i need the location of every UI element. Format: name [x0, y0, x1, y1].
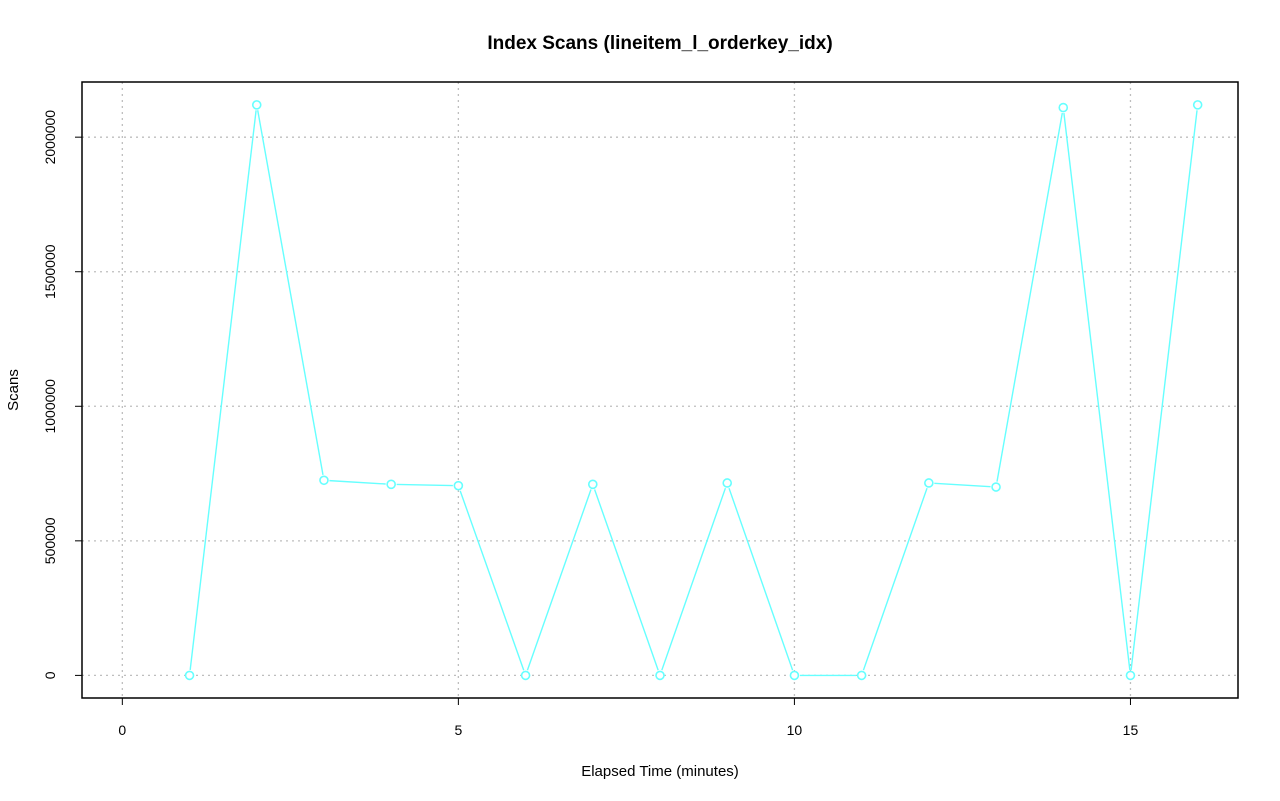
- data-point: [251, 100, 262, 110]
- series-line-segment: [459, 490, 525, 671]
- series-line-segment: [1063, 112, 1131, 671]
- data-point: [453, 480, 464, 491]
- data-point: [587, 479, 598, 490]
- x-tick-label: 10: [787, 722, 803, 738]
- data-point: [789, 670, 800, 681]
- data-point: [184, 670, 195, 681]
- data-point: [1125, 670, 1136, 681]
- series-line-segment: [257, 110, 324, 475]
- series-line-segment: [593, 489, 659, 671]
- series-line-segment: [526, 489, 592, 671]
- series-line-segment: [1130, 110, 1198, 671]
- series-line-segment: [661, 487, 727, 671]
- axes: 0 5 10 15 0 500000 1000000 1500000 2000000: [42, 110, 1138, 738]
- series-line-segment: [396, 483, 453, 487]
- chart-title: Index Scans (lineitem_l_orderkey_idx): [487, 33, 832, 54]
- data-point: [319, 475, 329, 486]
- data-point: [1192, 100, 1203, 110]
- series-line-segment: [862, 487, 928, 671]
- y-tick-label: 1000000: [42, 379, 58, 434]
- plot-frame: [81, 81, 1239, 699]
- data-point: [655, 670, 665, 681]
- y-tick-label: 2000000: [42, 110, 58, 165]
- x-tick-label: 5: [454, 722, 462, 738]
- series-line-segment: [329, 479, 386, 485]
- series-line-segment: [728, 487, 794, 671]
- data-point: [520, 670, 531, 681]
- y-tick-label: 500000: [42, 517, 58, 564]
- series-line-segment: [934, 482, 991, 488]
- x-tick-label: 15: [1123, 722, 1139, 738]
- data-point: [722, 478, 733, 488]
- series-line-segment: [189, 110, 257, 671]
- grid: [82, 82, 1238, 698]
- series-line-segment: [996, 112, 1063, 482]
- data-point: [1058, 102, 1069, 113]
- y-axis-label: Scans: [5, 369, 22, 411]
- x-tick-label: 0: [118, 722, 126, 738]
- series: [184, 100, 1203, 681]
- data-point: [856, 670, 867, 681]
- data-point: [386, 479, 396, 490]
- x-axis-label: Elapsed Time (minutes): [581, 763, 739, 780]
- data-point: [924, 478, 934, 488]
- y-tick-label: 0: [42, 671, 58, 679]
- data-point: [991, 482, 1001, 492]
- y-tick-label: 1500000: [42, 244, 58, 299]
